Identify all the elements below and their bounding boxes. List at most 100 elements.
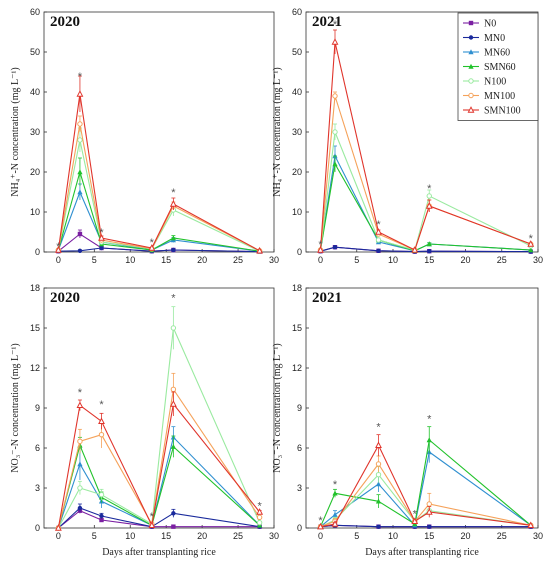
smn60-point [170,443,176,449]
series-smn60 [317,426,534,529]
y-tick-label: 0 [297,523,302,533]
x-tick-label: 25 [497,255,507,265]
y-tick-label: 3 [35,483,40,493]
significance-star: * [318,239,323,251]
panel-4: 0 5 10 15 20 25 30 0 3 6 9 12 15 18 2021 NO₃⁻-N concent… [272,283,543,558]
smn100-point [317,246,324,253]
significance-star: * [257,500,262,512]
n0-point [99,517,104,523]
series-smn100 [54,75,264,254]
x-tick-label: 15 [161,531,171,541]
smn100-point [76,401,84,409]
legend-n0-point [468,20,474,26]
series-line [320,463,531,528]
n100-point [426,193,432,199]
n100-point [77,485,83,491]
legend-label: MN60 [484,48,510,59]
y-tick-label: 50 [292,47,302,57]
mn100-point [332,93,338,99]
series-line [57,325,261,529]
y-tick-label: 0 [35,523,40,533]
series-line [320,524,531,528]
y-axis-label: NH₄⁺-N concentration (mg L⁻¹) [272,67,283,197]
x-tick-label: 30 [269,531,279,541]
y-tick-label: 18 [30,283,40,293]
legend-label: N100 [484,77,506,88]
y-axis-label: NH₄⁺-N concentration (mg L⁻¹) [10,67,21,197]
y-axis-label: NO₃⁻-N concentration (mg L⁻¹) [10,343,21,473]
series-mn0 [56,503,262,531]
smn100-point [256,508,264,515]
x-tick-label: 15 [424,255,434,265]
series-line [319,41,531,251]
significance-star: * [427,414,432,426]
y-tick-label: 30 [30,127,40,137]
y-tick-label: 0 [35,247,40,257]
y-tick-label: 10 [292,207,302,217]
series-line [320,444,531,528]
mn100-point [375,461,382,467]
smn60-point [77,169,83,175]
mn100-point [77,438,83,445]
smn100-point [425,202,433,209]
legend-n100-point [468,78,474,84]
legend-mn60-point [468,49,474,55]
mn0-point [171,511,176,516]
series-line [57,139,260,252]
smn100-point [98,417,105,425]
smn100-point [54,524,62,531]
x-tick-label: 5 [354,531,359,541]
x-tick-label: 15 [424,531,434,541]
series-mn100 [55,372,263,531]
y-tick-label: 60 [30,7,40,17]
panel-2: 0 5 10 15 20 25 30 0 10 20 30 40 50 60 2021 NH₄⁺-N conc… [272,7,543,265]
x-tick-label: 0 [56,531,61,541]
mn100-point [77,121,83,127]
n100-point [98,491,105,498]
y-tick-label: 40 [292,87,302,97]
significance-star: * [56,241,61,253]
y-axis-label: NO₃⁻-N concentration (mg L⁻¹) [272,343,283,473]
mn0-point [376,524,381,529]
significance-star: * [150,511,155,523]
panel-title: 2020 [50,14,80,30]
x-tick-label: 30 [533,255,543,265]
series-line [319,438,532,527]
n0-point [171,524,176,529]
smn100-point [98,234,105,241]
mn100-point [426,501,432,507]
smn100-point [76,90,84,97]
smn100-point [169,400,177,407]
x-tick-label: 30 [533,531,543,541]
mn60-point [332,511,338,517]
x-tick-label: 10 [125,255,135,265]
series-smn100 [54,391,264,531]
significance-star: * [78,71,83,83]
smn60-point [332,490,338,496]
significance-star: * [78,387,83,399]
series-line [58,507,260,529]
series-line [57,443,260,529]
panel-title: 2020 [50,290,80,306]
mn0-point [77,248,83,253]
x-tick-label: 10 [388,255,398,265]
significance-star: * [99,399,104,411]
y-tick-label: 0 [297,247,302,257]
smn100-point [148,521,156,529]
series-line [57,123,260,252]
smn100-point [425,508,433,515]
smn60-point [528,247,534,253]
legend-mn100-point [468,92,474,99]
legend-label: N0 [484,19,496,30]
series-line [58,247,260,253]
y-tick-label: 40 [30,87,40,97]
series-line [58,510,260,529]
mn0-point [99,245,104,251]
mn100-point [170,386,177,393]
panel-title: 2021 [312,14,342,30]
series-line [57,93,260,252]
smn60-point [170,235,176,241]
series-line [320,246,531,253]
x-tick-label: 20 [460,531,470,541]
legend-smn60-point [468,63,474,69]
